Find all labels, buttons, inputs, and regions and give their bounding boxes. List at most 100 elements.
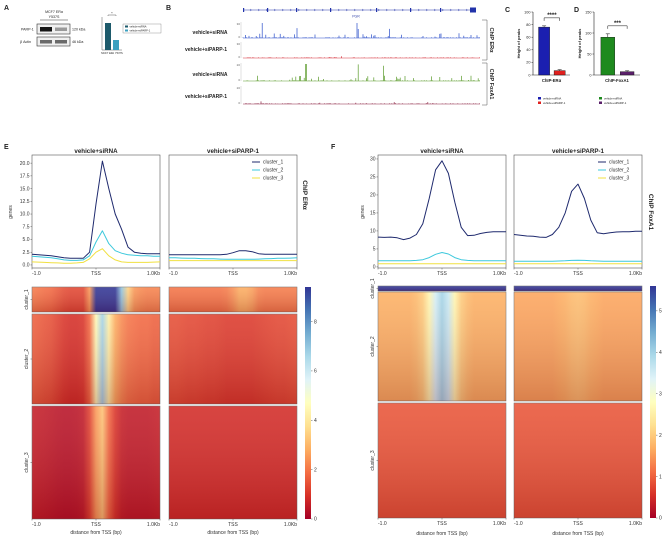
y-axis-label: Height of peaks: [516, 28, 521, 59]
track-ymax: 30: [237, 22, 241, 26]
y-tick-label: 50: [587, 52, 591, 56]
strand-arrow-icon: [425, 8, 428, 12]
track-ymin: 0: [238, 78, 240, 82]
x-tick-label: -1.0: [169, 271, 178, 277]
colorbar-tick-label: 2: [314, 467, 317, 473]
x-axis-label: distance from TSS (bp): [552, 531, 604, 537]
error-bar: [557, 69, 562, 71]
track-ymin: 0: [238, 101, 240, 105]
panel-b-genome-tracks: PGR vehicle+siRNA vehicle+siPARP-1 vehic…: [185, 7, 494, 106]
significance-label: *: [111, 12, 113, 16]
group-label-chip-foxa1: ChIP FoxA1: [488, 69, 494, 100]
y-tick-label: 5.0: [23, 237, 30, 243]
legend-label: vehicle+siPARP-1: [130, 29, 151, 33]
profile-line-cluster-1: [377, 160, 506, 241]
panel-label-b: B: [166, 5, 171, 12]
panel-title: vehicle+siRNA: [420, 148, 464, 155]
legend-swatch: [538, 101, 541, 104]
profile-line-cluster-2: [31, 230, 160, 261]
exon: [267, 8, 269, 12]
cluster-label: cluster_2: [24, 349, 30, 370]
y-tick-label: 7.5: [23, 224, 30, 230]
legend-label: cluster_3: [263, 176, 284, 182]
panel-label-a: A: [4, 5, 9, 12]
significance-label: ***: [614, 21, 622, 27]
band: [55, 27, 67, 31]
x-tick-label: -1.0: [514, 521, 523, 527]
y-tick-label: 15.0: [20, 186, 30, 192]
legend-label: vehicle+siPARP-1: [604, 101, 627, 105]
x-tick-label: -1.0: [169, 522, 178, 528]
panel-a-western-blot: MCF7 ERα Y537S PARP-1 β Actin 120 kDa 46…: [20, 10, 162, 55]
panel-c-bar-chart: 0 20 40 60 80 100 Height of peaks **** ChIP-ERα v…: [516, 10, 570, 105]
strand-arrow-icon: [361, 8, 364, 12]
y-tick-label: 10.0: [20, 212, 30, 218]
track-label: vehicle+siPARP-1: [185, 94, 227, 100]
x-axis-label: ChIP-FoxA1: [605, 78, 629, 83]
y-tick-label: 20: [370, 193, 376, 199]
y-tick-label: 17.5: [20, 174, 30, 180]
x-tick-label: 1.0Kb: [147, 271, 160, 277]
profile-line-cluster-2: [378, 252, 506, 262]
y-tick-label: 20: [526, 61, 530, 65]
band: [55, 40, 67, 44]
x-tick-label: -1.0: [514, 271, 523, 277]
heatmap-shading: [378, 286, 506, 291]
y-tick-label: 60: [526, 36, 530, 40]
legend-label: cluster_2: [609, 168, 630, 174]
exon: [330, 8, 332, 12]
significance-bracket: [607, 25, 628, 29]
exon: [410, 8, 412, 12]
panel-title: vehicle+siPARP-1: [207, 148, 260, 155]
panel-label-d: D: [574, 7, 579, 14]
y-tick-label: 10: [370, 229, 376, 235]
strand-arrow-icon: [465, 8, 468, 12]
x-tick-label: -1.0: [378, 521, 387, 527]
track-ymax: 20: [237, 63, 241, 67]
y-tick-label: 0: [373, 265, 376, 271]
x-axis-label: distance from TSS (bp): [70, 530, 122, 536]
strand-arrow-icon: [441, 8, 444, 12]
profile-line-cluster-2: [169, 257, 298, 260]
colorbar-tick-label: 4: [314, 418, 317, 424]
y-tick-label: 100: [524, 10, 530, 14]
heatmap-shading: [32, 406, 160, 519]
heatmap-shading: [378, 403, 506, 518]
bar-vehicle-sirna: [538, 26, 550, 76]
y-tick-label: 25: [370, 175, 376, 181]
strand-arrow-icon: [305, 8, 308, 12]
cluster-label: cluster_3: [24, 452, 30, 473]
exon: [243, 8, 245, 12]
x-tick-label: 1.0Kb: [284, 522, 297, 528]
x-tick-label: 1.0Kb: [147, 522, 160, 528]
band: [40, 40, 52, 44]
profile-axes: [31, 154, 161, 269]
colorbar: [305, 287, 311, 519]
y-tick-label: 15: [370, 211, 376, 217]
y-tick-label: 40: [526, 48, 530, 52]
strand-arrow-icon: [353, 8, 356, 12]
profile-line-cluster-2: [514, 259, 642, 262]
y-tick-label: 0: [528, 73, 530, 77]
profile-line-cluster-1: [513, 183, 642, 238]
y-tick-label: 30: [370, 157, 376, 163]
significance-bracket: [543, 17, 560, 21]
track: 20 0: [237, 86, 480, 105]
y-axis-label: genes: [8, 205, 14, 219]
strand-arrow-icon: [337, 8, 340, 12]
cluster-label: cluster_1: [24, 289, 30, 310]
strand-arrow-icon: [345, 8, 348, 12]
legend-label: cluster_1: [609, 160, 630, 166]
bar-vehicle-siparp1: [553, 70, 566, 76]
track-ymin: 0: [238, 35, 240, 39]
track: 30 0: [237, 42, 480, 59]
bar-vehicle-siparp1: [113, 40, 119, 50]
bar-vehicle-sirna: [105, 23, 111, 50]
strand-arrow-icon: [393, 8, 396, 12]
bar-vehicle-siparp1: [620, 71, 635, 76]
gene-name: PGR: [352, 15, 360, 19]
x-tick-label: TSS: [573, 271, 583, 277]
x-tick-label: TSS: [437, 271, 447, 277]
panel-title: vehicle+siRNA: [74, 148, 118, 155]
y-tick-label: 2.5: [23, 250, 30, 256]
